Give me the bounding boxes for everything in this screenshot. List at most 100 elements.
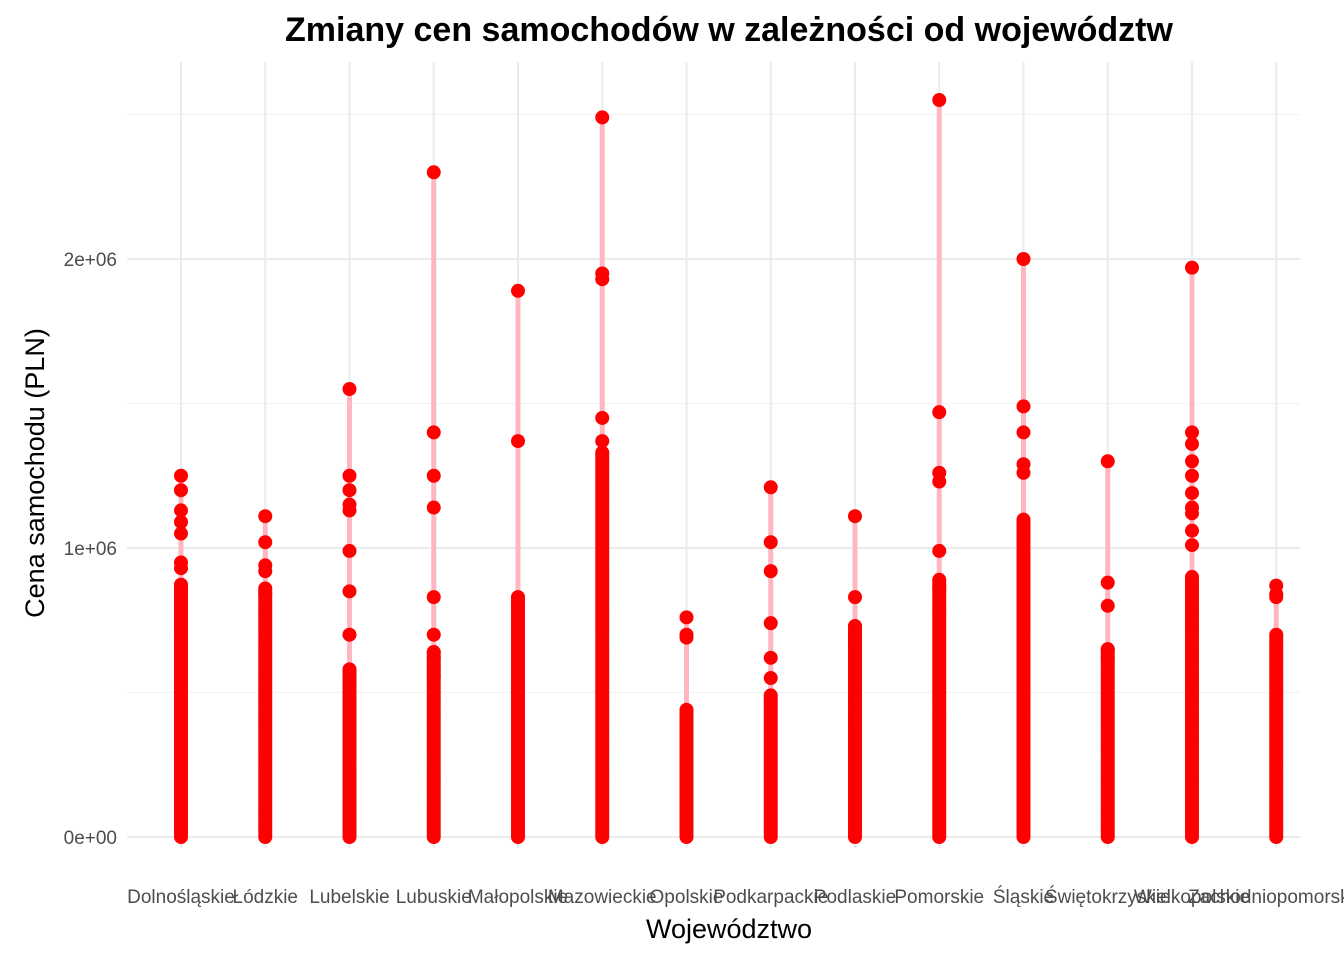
y-tick-label: 2e+06 xyxy=(64,250,117,271)
data-point xyxy=(763,564,778,579)
series-9 xyxy=(932,93,947,844)
data-point xyxy=(174,526,188,541)
x-tick-label: Pomorskie xyxy=(894,887,984,908)
data-point xyxy=(1185,538,1199,553)
data-point xyxy=(258,535,273,550)
data-point xyxy=(426,650,441,665)
data-point xyxy=(426,468,441,483)
x-tick-label: Dolnośląskie xyxy=(127,887,235,908)
y-tick-label: 1e+06 xyxy=(64,539,117,560)
x-tick-label: Świętokrzyskie xyxy=(1045,886,1171,908)
data-point xyxy=(932,581,947,596)
data-point xyxy=(511,595,525,610)
x-tick-label: Podkarpackie xyxy=(713,887,828,908)
data-point xyxy=(1100,575,1115,590)
y-tick-label: 0e+00 xyxy=(64,828,117,849)
series-10 xyxy=(1016,252,1031,844)
data-point xyxy=(342,483,357,498)
data-point xyxy=(258,587,273,602)
chart-title: Zmiany cen samochodów w zależności od wo… xyxy=(285,11,1173,49)
data-point xyxy=(932,543,947,558)
data-point xyxy=(426,500,441,515)
x-tick-label: Lubelskie xyxy=(309,887,389,908)
data-point xyxy=(426,590,441,605)
series-2 xyxy=(342,382,357,844)
x-tick-label: Wielkopolskie xyxy=(1134,887,1250,908)
data-point xyxy=(1185,569,1199,584)
data-point xyxy=(426,425,441,440)
x-tick-label: Zachodniopomorskie xyxy=(1188,887,1344,908)
x-tick-label: Śląskie xyxy=(993,886,1054,908)
data-point xyxy=(511,283,525,298)
data-point xyxy=(342,543,357,558)
x-tick-label: Łódzkie xyxy=(233,887,299,908)
series-5 xyxy=(595,110,610,844)
data-point xyxy=(1185,468,1199,483)
y-axis-title: Cena samochodu (PLN) xyxy=(20,328,50,618)
chart-marks xyxy=(174,93,1284,844)
series-6 xyxy=(679,610,694,844)
data-point xyxy=(1016,399,1031,414)
data-point xyxy=(342,584,357,599)
data-point xyxy=(763,535,778,550)
data-point xyxy=(1185,523,1199,538)
data-point xyxy=(1016,512,1031,527)
data-point xyxy=(848,509,862,524)
series-3 xyxy=(426,165,441,844)
data-point xyxy=(932,474,947,489)
data-point xyxy=(1016,425,1031,440)
data-point xyxy=(1100,598,1115,613)
data-point xyxy=(174,561,188,576)
data-point xyxy=(426,627,441,642)
data-point xyxy=(174,578,188,593)
data-point xyxy=(1185,436,1199,451)
data-point xyxy=(174,483,188,498)
data-point xyxy=(174,514,188,529)
x-tick-label: Opolskie xyxy=(650,887,724,908)
data-point xyxy=(595,434,610,449)
data-point xyxy=(679,610,694,625)
data-point xyxy=(1100,454,1115,469)
x-tick-label: Małopolskie xyxy=(468,887,568,908)
data-point xyxy=(1185,454,1199,469)
x-axis-title: Województwo xyxy=(646,914,812,944)
series-8 xyxy=(848,509,862,844)
x-tick-label: Lubuskie xyxy=(396,887,472,908)
data-point xyxy=(342,468,357,483)
data-point xyxy=(595,272,610,287)
data-point xyxy=(342,668,357,683)
data-point xyxy=(426,165,441,180)
x-tick-label: Podlaskie xyxy=(814,887,896,908)
data-point xyxy=(932,93,947,108)
data-point xyxy=(1016,252,1031,266)
data-point xyxy=(1100,650,1115,665)
data-point xyxy=(1185,260,1199,275)
data-point xyxy=(848,590,862,605)
data-point xyxy=(848,639,862,654)
data-point xyxy=(1185,486,1199,501)
data-point xyxy=(426,668,441,683)
series-11 xyxy=(1100,454,1115,844)
series-1 xyxy=(258,509,273,844)
data-point xyxy=(763,616,778,631)
data-point xyxy=(763,688,778,703)
data-point xyxy=(342,503,357,518)
data-point xyxy=(1185,506,1199,521)
data-point xyxy=(1269,590,1284,605)
data-point xyxy=(595,110,610,125)
data-point xyxy=(848,627,862,642)
data-point xyxy=(763,480,778,495)
data-point xyxy=(679,702,694,717)
data-point xyxy=(258,509,273,524)
x-tick-label: Mazowieckie xyxy=(548,887,657,908)
data-point xyxy=(342,627,357,642)
series-12 xyxy=(1185,260,1199,844)
data-point xyxy=(1016,465,1031,480)
series-7 xyxy=(763,480,778,844)
data-point xyxy=(595,445,610,460)
data-point xyxy=(511,434,525,449)
data-point xyxy=(258,564,273,579)
data-point xyxy=(932,405,947,420)
